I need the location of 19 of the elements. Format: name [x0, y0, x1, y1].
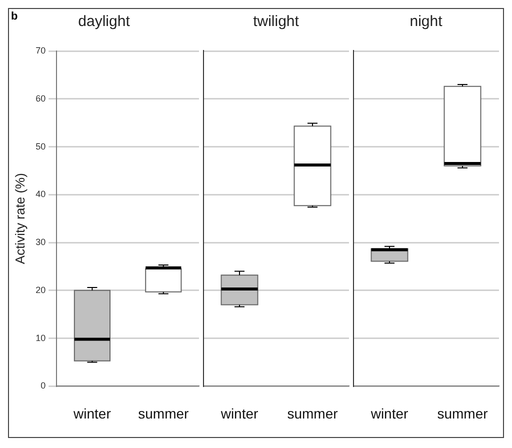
- y-tick-label: 0: [40, 380, 46, 391]
- x-tick-label: summer: [138, 405, 190, 422]
- y-tick-label: 20: [36, 284, 46, 295]
- chart-title: twilight: [253, 13, 300, 30]
- y-tick-label: 40: [36, 189, 46, 200]
- y-tick-label: 60: [36, 93, 46, 104]
- y-tick-label: 70: [36, 45, 46, 56]
- y-axis-title: Activity rate (%): [12, 173, 28, 264]
- y-tick-label: 30: [36, 237, 46, 248]
- y-tick-label: 10: [36, 332, 46, 343]
- y-tick-label: 50: [36, 141, 46, 152]
- x-tick-label: winter: [220, 405, 259, 422]
- chart-title: night: [410, 13, 444, 30]
- x-tick-label: winter: [72, 405, 112, 422]
- chart-title: daylight: [78, 13, 131, 30]
- x-tick-label: summer: [287, 405, 338, 422]
- x-tick-label: summer: [437, 405, 488, 422]
- x-tick-label: winter: [370, 405, 409, 422]
- text: b: [11, 10, 18, 23]
